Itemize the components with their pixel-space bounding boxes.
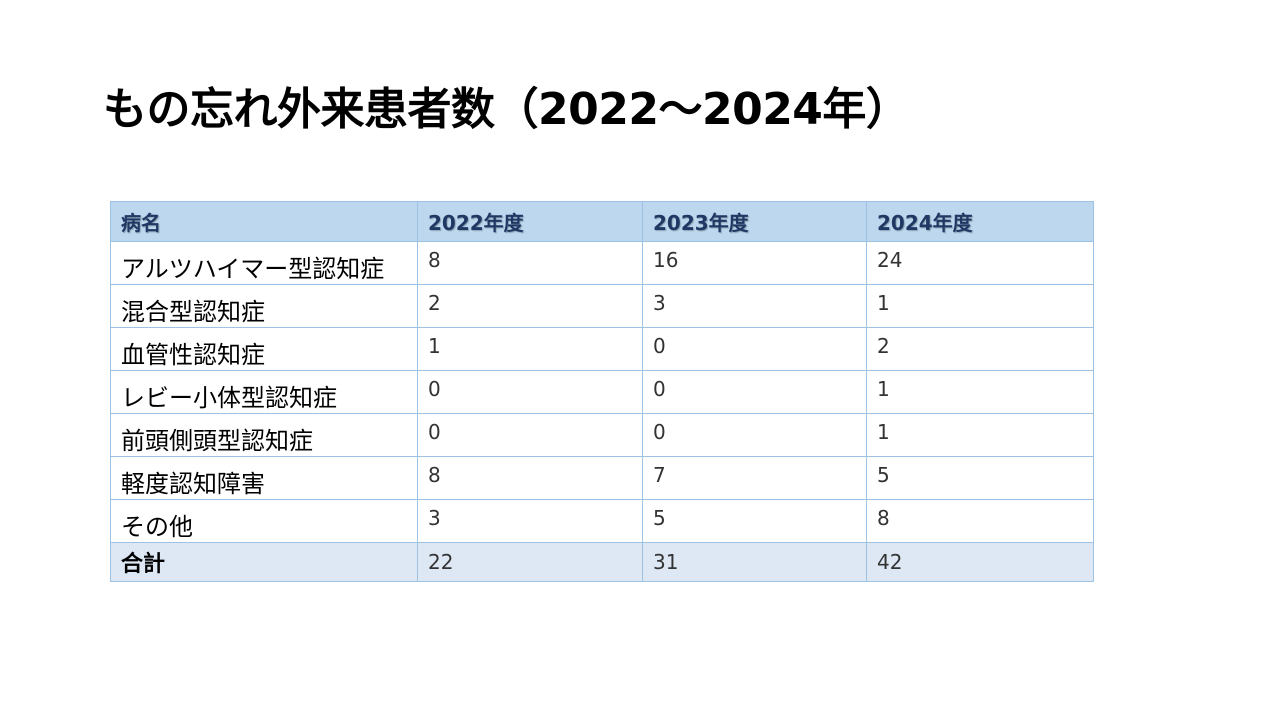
table-row: 前頭側頭型認知症 0 0 1: [110, 413, 1094, 457]
disease-name-cell: 前頭側頭型認知症: [110, 413, 418, 457]
table-header-row: 病名 2022年度 2023年度 2024年度: [110, 201, 1094, 242]
total-label: 合計: [110, 542, 418, 582]
fy2022-cell: 3: [417, 499, 643, 543]
total-fy2022: 22: [417, 542, 643, 582]
table-row: 混合型認知症 2 3 1: [110, 284, 1094, 328]
table-row: その他 3 5 8: [110, 499, 1094, 543]
disease-name-cell: レビー小体型認知症: [110, 370, 418, 414]
fy2023-cell: 16: [642, 241, 867, 285]
fy2023-cell: 5: [642, 499, 867, 543]
disease-name-cell: その他: [110, 499, 418, 543]
fy2024-cell: 1: [866, 413, 1094, 457]
fy2022-cell: 8: [417, 241, 643, 285]
fy2022-cell: 1: [417, 327, 643, 371]
total-fy2023: 31: [642, 542, 867, 582]
header-disease-name: 病名: [110, 201, 418, 242]
disease-name-cell: 混合型認知症: [110, 284, 418, 328]
table-row: 血管性認知症 1 0 2: [110, 327, 1094, 371]
header-fy2024: 2024年度: [866, 201, 1094, 242]
fy2023-cell: 3: [642, 284, 867, 328]
fy2024-cell: 24: [866, 241, 1094, 285]
table-row: レビー小体型認知症 0 0 1: [110, 370, 1094, 414]
fy2024-cell: 2: [866, 327, 1094, 371]
disease-name-cell: アルツハイマー型認知症: [110, 241, 418, 285]
fy2024-cell: 1: [866, 284, 1094, 328]
header-fy2022: 2022年度: [417, 201, 643, 242]
fy2023-cell: 0: [642, 413, 867, 457]
table-total-row: 合計 22 31 42: [110, 542, 1094, 582]
fy2022-cell: 0: [417, 370, 643, 414]
patient-count-table: 病名 2022年度 2023年度 2024年度 アルツハイマー型認知症 8 16…: [110, 201, 1094, 582]
fy2024-cell: 5: [866, 456, 1094, 500]
fy2022-cell: 2: [417, 284, 643, 328]
fy2023-cell: 0: [642, 327, 867, 371]
total-fy2024: 42: [866, 542, 1094, 582]
fy2022-cell: 0: [417, 413, 643, 457]
disease-name-cell: 軽度認知障害: [110, 456, 418, 500]
header-fy2023: 2023年度: [642, 201, 867, 242]
table-row: 軽度認知障害 8 7 5: [110, 456, 1094, 500]
table-row: アルツハイマー型認知症 8 16 24: [110, 241, 1094, 285]
fy2024-cell: 8: [866, 499, 1094, 543]
fy2023-cell: 0: [642, 370, 867, 414]
fy2023-cell: 7: [642, 456, 867, 500]
fy2022-cell: 8: [417, 456, 643, 500]
slide-title: もの忘れ外来患者数（2022～2024年）: [103, 84, 910, 135]
fy2024-cell: 1: [866, 370, 1094, 414]
disease-name-cell: 血管性認知症: [110, 327, 418, 371]
